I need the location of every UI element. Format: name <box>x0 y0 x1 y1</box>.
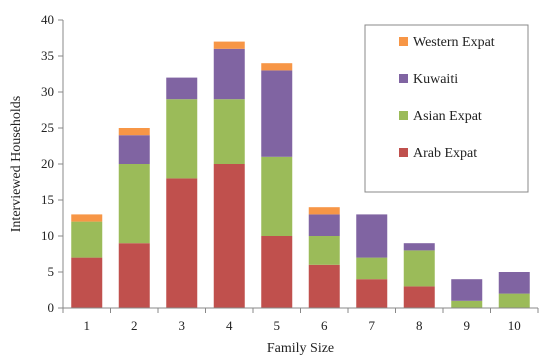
legend-swatch <box>399 74 408 83</box>
x-tick-label: 7 <box>369 318 376 333</box>
x-tick-label: 10 <box>508 318 521 333</box>
bar-segment-asian-expat <box>308 236 340 265</box>
bar-segment-western-expat <box>213 41 245 49</box>
legend-label: Asian Expat <box>413 109 482 124</box>
x-ticks-group: 1 2 3 4 5 6 7 8 9 10 <box>62 308 539 333</box>
y-tick-label: 5 <box>48 264 55 279</box>
bar-segment-arab-expat <box>166 178 198 308</box>
bar-segment-western-expat <box>261 63 293 71</box>
x-tick-label: 6 <box>321 318 328 333</box>
bar-segment-western-expat <box>71 214 103 222</box>
bar-segment-asian-expat <box>261 156 293 236</box>
y-tick-label: 0 <box>48 300 55 315</box>
bar-segment-asian-expat <box>71 221 103 258</box>
x-axis-title: Family Size <box>267 341 334 356</box>
legend-swatch <box>399 148 408 157</box>
y-tick-label: 35 <box>41 48 54 63</box>
y-axis-title: Interviewed Households <box>9 96 24 232</box>
bar-segment-arab-expat <box>261 236 293 308</box>
bar-segment-asian-expat <box>403 250 435 287</box>
bar-segment-asian-expat <box>166 99 198 179</box>
y-tick-label: 15 <box>41 192 54 207</box>
bar-segment-asian-expat <box>451 300 483 308</box>
bar-segment-kuwaiti <box>261 70 293 157</box>
legend-swatch <box>399 37 408 46</box>
x-tick-label: 8 <box>416 318 423 333</box>
y-tick-label: 30 <box>41 84 54 99</box>
x-tick-label: 3 <box>179 318 186 333</box>
y-tick-label: 25 <box>41 120 54 135</box>
y-tick-label: 20 <box>41 156 54 171</box>
legend: Western Expat Kuwaiti Asian Expat Arab Expa… <box>364 24 529 193</box>
bar-segment-kuwaiti <box>308 214 340 236</box>
legend-label: Arab Expat <box>413 146 477 161</box>
bar-segment-kuwaiti <box>403 243 435 251</box>
bar-segment-arab-expat <box>356 279 388 308</box>
y-tick-label: 40 <box>41 12 54 27</box>
legend-box <box>364 24 529 193</box>
legend-label: Western Expat <box>413 35 495 50</box>
bars-group <box>71 41 530 308</box>
x-tick-label: 2 <box>131 318 138 333</box>
bar-segment-arab-expat <box>71 257 103 308</box>
bar-segment-asian-expat <box>118 164 150 244</box>
bar-segment-asian-expat <box>498 293 530 308</box>
y-ticks-group: 0 5 10 15 20 25 30 35 40 <box>41 12 63 315</box>
x-tick-label: 1 <box>84 318 91 333</box>
bar-segment-kuwaiti <box>498 272 530 294</box>
y-tick-label: 10 <box>41 228 54 243</box>
legend-swatch <box>399 111 408 120</box>
bar-segment-kuwaiti <box>356 214 388 258</box>
bar-segment-western-expat <box>308 207 340 215</box>
bar-segment-arab-expat <box>118 243 150 308</box>
bar-segment-asian-expat <box>213 99 245 164</box>
x-tick-label: 4 <box>226 318 233 333</box>
bar-segment-kuwaiti <box>213 48 245 100</box>
bar-segment-arab-expat <box>308 264 340 308</box>
bar-segment-kuwaiti <box>166 77 198 100</box>
bar-segment-asian-expat <box>356 257 388 280</box>
bar-segment-kuwaiti <box>451 279 483 301</box>
x-tick-label: 9 <box>464 318 471 333</box>
bar-segment-arab-expat <box>403 286 435 308</box>
bar-segment-kuwaiti <box>118 135 150 164</box>
bar-segment-western-expat <box>118 128 150 136</box>
legend-label: Kuwaiti <box>413 72 458 87</box>
bar-segment-arab-expat <box>213 164 245 308</box>
x-tick-label: 5 <box>274 318 281 333</box>
